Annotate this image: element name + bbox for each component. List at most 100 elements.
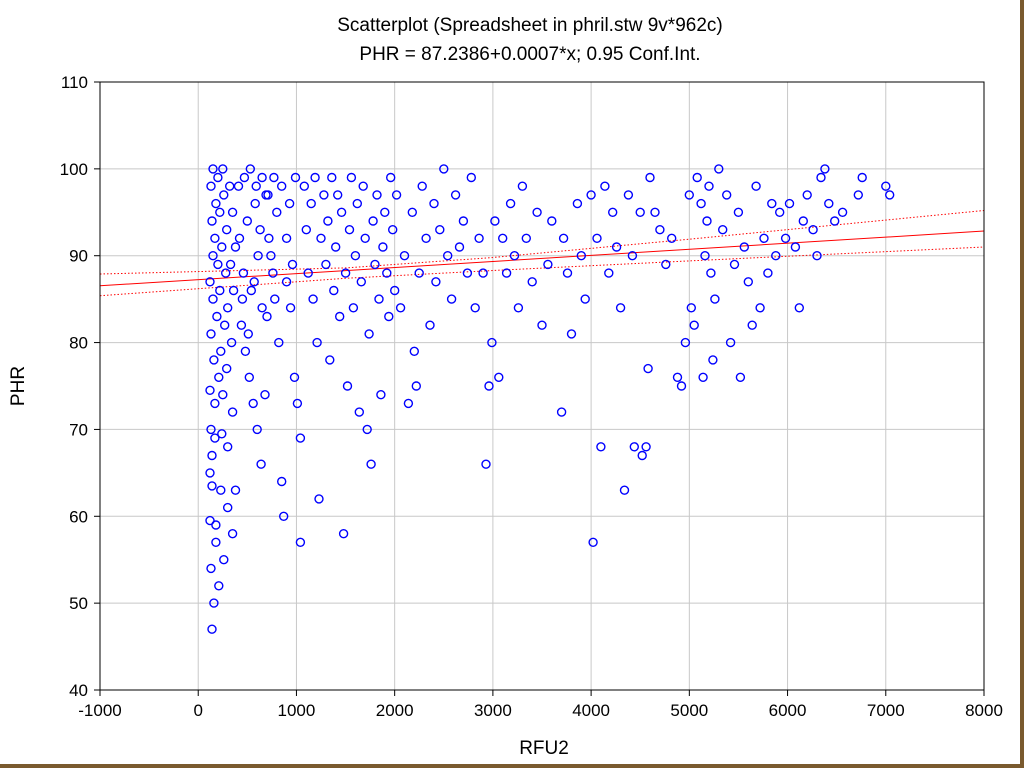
data-point xyxy=(234,233,245,244)
data-point xyxy=(266,250,276,261)
data-point xyxy=(340,268,351,278)
data-point xyxy=(308,294,318,304)
data-point xyxy=(210,398,220,409)
data-point xyxy=(327,172,337,183)
data-point xyxy=(217,429,227,439)
data-point xyxy=(566,329,577,339)
data-point xyxy=(509,250,520,261)
data-point xyxy=(698,372,708,382)
data-point xyxy=(208,250,218,261)
data-point xyxy=(348,303,359,313)
data-point xyxy=(230,485,241,495)
data-point xyxy=(816,172,826,183)
data-point xyxy=(233,181,244,191)
data-point xyxy=(222,303,233,313)
data-point xyxy=(751,181,761,191)
data-point xyxy=(245,164,256,174)
data-point xyxy=(484,381,494,391)
data-point xyxy=(692,172,702,183)
data-point xyxy=(295,433,306,443)
data-point xyxy=(319,190,329,200)
data-point xyxy=(790,242,801,252)
data-point xyxy=(218,164,228,174)
data-point xyxy=(224,181,235,191)
data-point xyxy=(344,224,355,235)
regression-line xyxy=(99,230,985,287)
data-point xyxy=(301,224,311,235)
x-axis-ticks: -1000 0 1000 2000 3000 4000 5000 6000 7000 8000 xyxy=(78,690,1003,720)
data-point xyxy=(714,164,724,174)
data-point xyxy=(429,198,439,209)
data-point xyxy=(556,407,567,417)
data-point xyxy=(215,207,225,218)
x-axis-label: RFU2 xyxy=(519,738,569,759)
data-point xyxy=(210,233,220,244)
x-tick-label: 6000 xyxy=(769,701,807,720)
data-point xyxy=(784,198,795,209)
data-point xyxy=(596,442,606,452)
data-point xyxy=(391,190,402,200)
data-point xyxy=(358,181,368,191)
data-point xyxy=(216,485,226,495)
data-point xyxy=(221,363,232,374)
x-tick-label: 1000 xyxy=(278,701,316,720)
plot-area-frame xyxy=(99,81,985,691)
data-point xyxy=(729,259,740,270)
data-point xyxy=(205,468,215,478)
data-point xyxy=(527,277,537,287)
data-point xyxy=(312,337,322,348)
chart-subtitle: PHR = 87.2386+0.0007*x; 0.95 Conf.Int. xyxy=(359,44,700,65)
data-point xyxy=(323,216,333,226)
data-point xyxy=(255,224,265,235)
data-point xyxy=(623,190,634,200)
data-point xyxy=(611,242,622,252)
data-point xyxy=(629,442,639,452)
data-point xyxy=(700,250,710,261)
data-point xyxy=(209,355,219,365)
data-point xyxy=(403,398,414,409)
y-tick-label: 110 xyxy=(61,73,88,92)
data-point xyxy=(230,242,241,252)
data-point xyxy=(655,224,665,235)
data-point xyxy=(462,268,473,278)
data-point xyxy=(395,303,406,313)
data-point xyxy=(333,190,343,200)
data-point xyxy=(244,372,255,382)
data-point xyxy=(615,303,626,313)
data-point xyxy=(208,294,218,304)
data-point xyxy=(216,346,226,356)
data-point xyxy=(481,459,491,469)
data-point xyxy=(399,250,410,261)
data-point xyxy=(310,172,320,183)
data-point xyxy=(226,337,237,348)
data-point xyxy=(759,233,769,244)
data-point xyxy=(443,250,453,261)
data-point xyxy=(543,259,553,270)
data-point xyxy=(220,268,231,278)
data-point xyxy=(802,190,812,200)
data-point xyxy=(446,294,457,304)
data-point xyxy=(221,224,232,235)
data-point xyxy=(386,172,396,183)
data-point xyxy=(346,172,357,183)
data-point xyxy=(857,172,867,183)
data-point xyxy=(592,233,602,244)
data-point xyxy=(608,207,618,218)
x-tick-label: 4000 xyxy=(572,701,610,720)
data-point xyxy=(207,624,217,634)
data-point xyxy=(735,372,746,382)
data-point xyxy=(240,346,251,356)
data-point xyxy=(409,346,419,356)
data-point xyxy=(435,224,445,235)
data-point xyxy=(205,515,215,526)
data-point xyxy=(637,450,647,461)
data-point xyxy=(303,268,313,278)
data-point xyxy=(498,233,508,244)
data-point xyxy=(684,190,694,200)
data-point xyxy=(248,398,258,409)
data-point xyxy=(213,259,223,270)
data-point xyxy=(342,381,353,391)
y-tick-label: 50 xyxy=(69,594,88,613)
